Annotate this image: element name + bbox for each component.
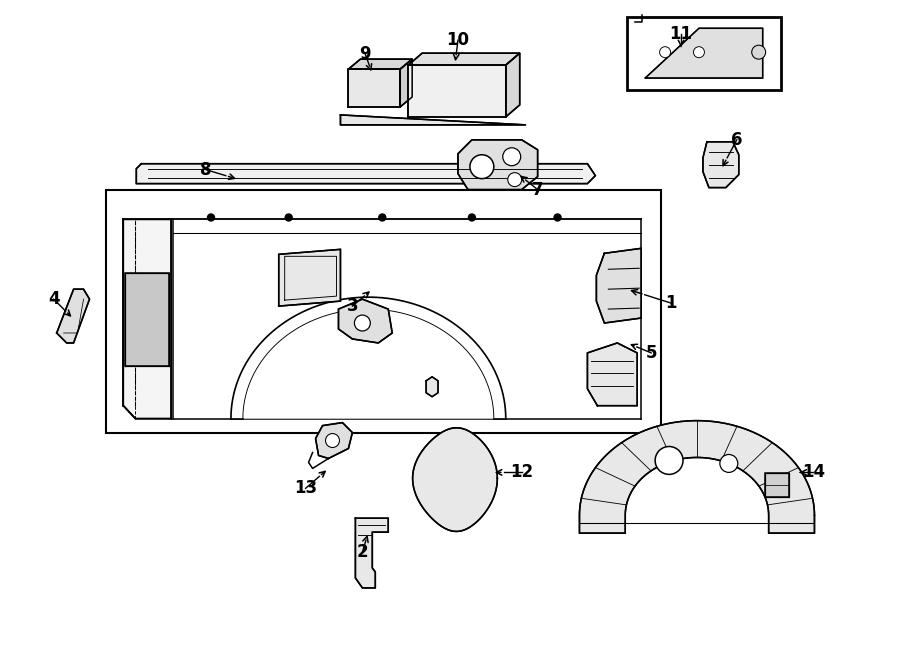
Text: 5: 5 [645,344,657,362]
Circle shape [508,173,522,186]
Text: 14: 14 [802,463,825,481]
Bar [106,190,662,432]
Polygon shape [580,420,814,533]
Polygon shape [506,53,519,117]
Text: 11: 11 [670,25,692,43]
Text: 10: 10 [446,31,470,49]
Circle shape [468,214,475,221]
Polygon shape [279,249,340,306]
Polygon shape [348,69,400,107]
Polygon shape [412,428,498,531]
Polygon shape [765,473,788,497]
Circle shape [694,47,705,58]
Polygon shape [57,289,89,343]
Polygon shape [703,142,739,188]
Polygon shape [348,59,412,69]
Circle shape [208,214,214,221]
Circle shape [720,455,738,473]
Text: 2: 2 [356,543,368,561]
Circle shape [355,315,370,331]
Bar [627,17,780,90]
Polygon shape [400,59,412,107]
Polygon shape [125,273,169,366]
Polygon shape [426,377,438,397]
Polygon shape [231,297,506,418]
Text: 4: 4 [48,290,59,308]
Circle shape [554,214,561,221]
Circle shape [752,45,766,59]
Circle shape [326,434,339,447]
Text: 12: 12 [510,463,534,481]
Circle shape [503,148,521,166]
Polygon shape [338,299,392,343]
Text: 7: 7 [532,180,544,198]
Polygon shape [356,518,388,588]
Polygon shape [458,140,537,190]
Circle shape [285,214,292,221]
Polygon shape [123,219,171,418]
Polygon shape [588,343,637,406]
Text: 8: 8 [201,161,212,178]
Polygon shape [340,115,526,125]
Polygon shape [645,28,762,78]
Circle shape [660,47,670,58]
Text: 3: 3 [346,297,358,315]
Text: 1: 1 [665,294,677,312]
Text: 6: 6 [731,131,742,149]
Polygon shape [597,249,641,323]
Text: 13: 13 [294,479,317,497]
Circle shape [379,214,386,221]
Circle shape [655,447,683,475]
Polygon shape [409,65,506,117]
Polygon shape [316,422,353,459]
Polygon shape [136,164,596,184]
Circle shape [470,155,494,178]
Text: 9: 9 [359,45,371,63]
Polygon shape [409,53,519,65]
